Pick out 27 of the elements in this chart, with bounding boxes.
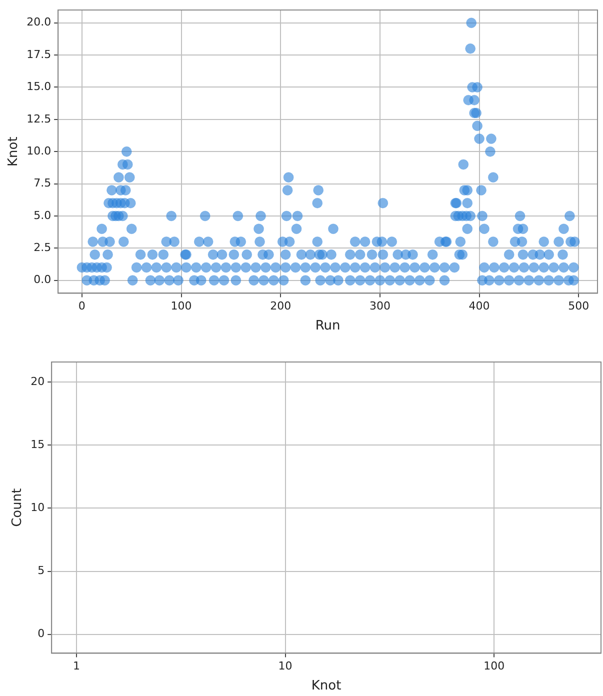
y-tick-label: 15 — [30, 438, 45, 452]
y-tick-label: 7.5 — [34, 176, 52, 190]
y-tick-label: 12.5 — [26, 112, 52, 126]
x-axis-title: Knot — [311, 678, 342, 694]
y-tick-label: 0 — [38, 627, 45, 640]
x-tick-label: 10 — [278, 660, 292, 673]
x-tick-label: 400 — [468, 300, 490, 313]
y-tick-label: 0.0 — [34, 273, 52, 286]
y-tick-label: 5.0 — [34, 208, 52, 222]
y-tick-label: 5 — [38, 564, 45, 578]
x-tick-label: 1 — [72, 660, 80, 673]
x-tick-label: 300 — [369, 300, 390, 313]
x-tick-label: 200 — [270, 300, 292, 313]
y-tick-label: 20 — [30, 375, 45, 388]
y-axis-title: Knot — [6, 136, 22, 167]
y-tick-label: 20.0 — [26, 16, 52, 29]
y-tick-label: 17.5 — [26, 48, 52, 61]
y-tick-label: 2.5 — [34, 241, 52, 254]
y-tick-label: 15.0 — [26, 80, 52, 94]
y-tick-label: 10.0 — [26, 144, 52, 158]
y-tick-label: 10 — [30, 501, 45, 514]
x-axis-title: Run — [315, 318, 340, 334]
y-axis-title: Count — [10, 488, 26, 527]
x-tick-label: 100 — [484, 660, 505, 673]
x-tick-label: 0 — [78, 300, 86, 313]
x-tick-label: 500 — [568, 300, 590, 313]
x-tick-label: 100 — [170, 300, 192, 313]
